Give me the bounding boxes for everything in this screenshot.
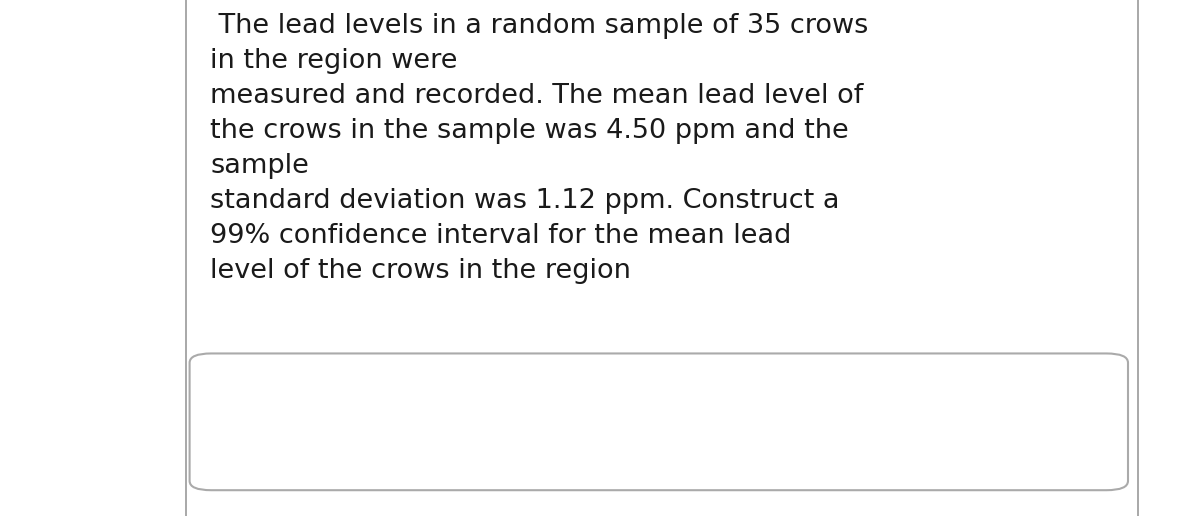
Text: The lead levels in a random sample of 35 crows
in the region were
measured and r: The lead levels in a random sample of 35… [210, 13, 869, 284]
FancyBboxPatch shape [190, 353, 1128, 490]
